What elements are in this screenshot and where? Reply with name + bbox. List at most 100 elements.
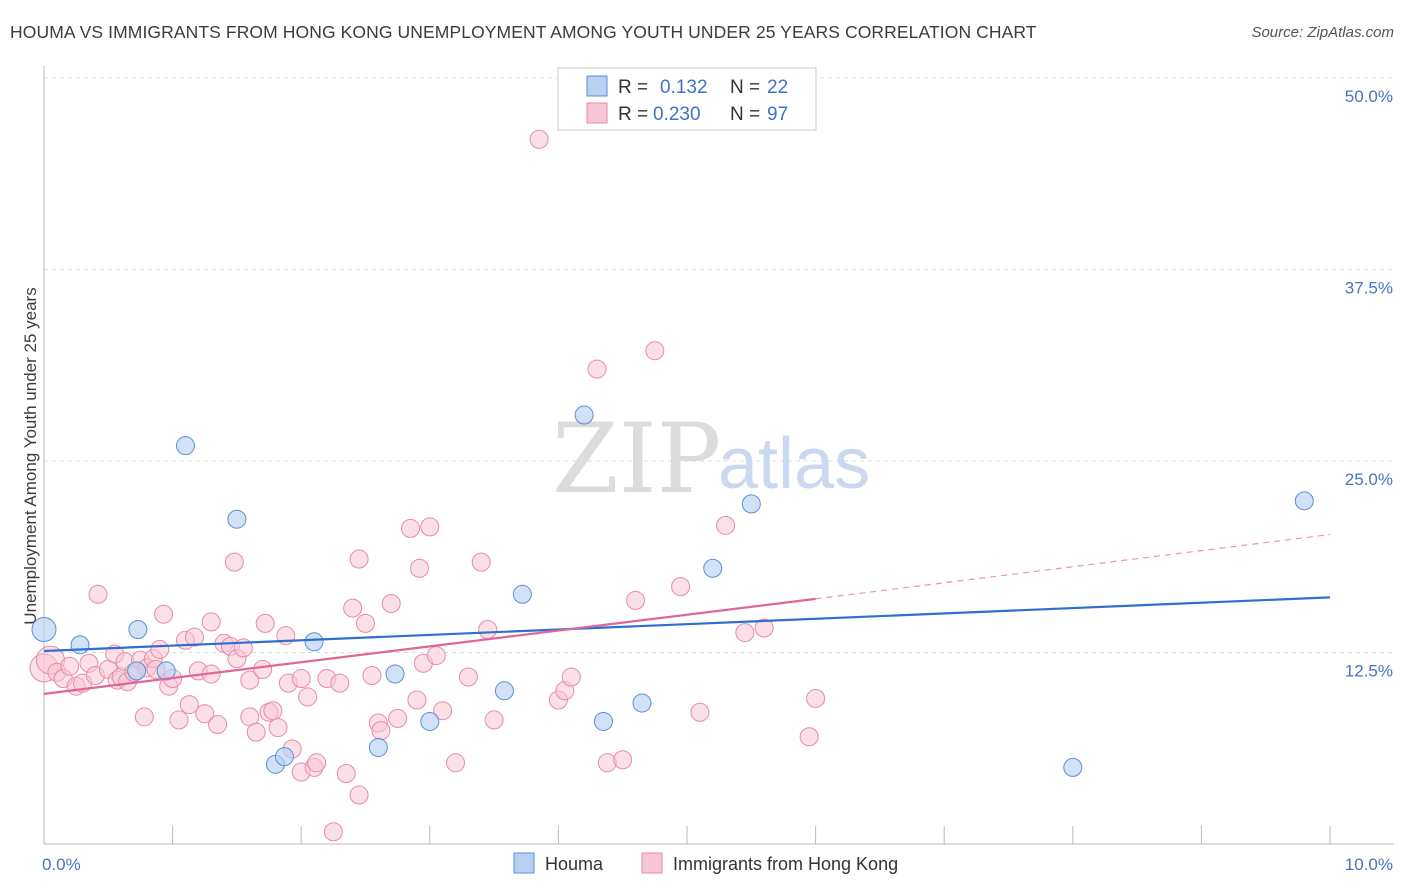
houma-point <box>175 436 195 456</box>
hk-point <box>381 593 401 613</box>
houma-point <box>274 747 294 767</box>
bottom-legend: Houma Immigrants from Hong Kong <box>513 852 898 874</box>
hk-point <box>184 627 204 647</box>
y-tick-label-1: 25.0% <box>1345 470 1393 489</box>
hk-point <box>349 549 369 569</box>
houma-point <box>368 737 388 757</box>
hk-point <box>298 687 318 707</box>
hk-point <box>626 590 646 610</box>
houma-point <box>385 664 405 684</box>
hk-point <box>362 665 382 685</box>
legend-hk-label: Immigrants from Hong Kong <box>673 854 898 874</box>
legend-houma-label: Houma <box>545 854 604 874</box>
hk-point <box>291 669 311 689</box>
x-tick-label-1: 10.0% <box>1345 855 1393 874</box>
hk-point <box>407 690 427 710</box>
houma-point <box>741 494 761 514</box>
hk-point <box>388 708 408 728</box>
source-credit: Source: ZipAtlas.com <box>1251 24 1394 41</box>
hk-point <box>645 341 665 361</box>
hk-point <box>529 129 549 149</box>
hk-point <box>255 613 275 633</box>
houma-point <box>128 620 148 640</box>
hk-point <box>253 659 273 679</box>
stats-houma-n-label: N = <box>730 77 760 98</box>
hk-point <box>597 753 617 773</box>
hk-point <box>268 718 288 738</box>
hk-point <box>195 704 215 724</box>
hk-point <box>671 577 691 597</box>
hk-point <box>263 701 283 721</box>
hk-point <box>806 688 826 708</box>
hk-point <box>799 727 819 747</box>
hk-trend-extension <box>815 533 1331 600</box>
hk-point <box>484 710 504 730</box>
hk-point <box>201 612 221 632</box>
houma-point <box>512 584 532 604</box>
hk-point <box>330 673 350 693</box>
legend-hk-swatch <box>641 852 663 874</box>
hk-point <box>240 670 260 690</box>
houma-point <box>574 405 594 425</box>
trend-lines <box>43 533 1331 695</box>
hk-point <box>458 667 478 687</box>
legend-houma-swatch <box>513 852 535 874</box>
x-tick-labels: 0.0% 10.0% <box>42 855 1393 874</box>
hk-point <box>716 515 736 535</box>
hk-point <box>420 517 440 537</box>
houma-point <box>494 681 514 701</box>
y-tick-labels: 12.5% 25.0% 37.5% 50.0% <box>1345 87 1393 681</box>
hk-point <box>179 695 199 715</box>
hk-point <box>169 710 189 730</box>
houma-point <box>127 661 147 681</box>
watermark: ZIP atlas <box>552 403 870 515</box>
houma-point <box>31 617 57 643</box>
houma-point <box>420 711 440 731</box>
hk-point <box>433 701 453 721</box>
hk-point <box>154 604 174 624</box>
stats-hk-r-value: 0.230 <box>653 104 701 125</box>
hk-point <box>478 620 498 640</box>
stats-legend-box: R = 0.132 N = 22 R = 0.230 N = 97 <box>557 67 817 131</box>
hk-point <box>471 552 491 572</box>
hk-point <box>343 598 363 618</box>
houma-point <box>1294 491 1314 511</box>
hk-point <box>690 702 710 722</box>
hk-point <box>356 613 375 633</box>
stats-hk-swatch <box>586 102 608 124</box>
stats-houma-r-value: 0.132 <box>660 77 708 98</box>
hk-point <box>336 764 356 784</box>
houma-point <box>593 711 613 731</box>
x-tick-label-0: 0.0% <box>42 855 81 874</box>
hk-point <box>426 646 446 666</box>
y-axis-title: Unemployment Among Youth under 25 years <box>21 287 40 624</box>
houma-point <box>632 693 652 713</box>
stats-hk-r-label: R = <box>618 104 648 125</box>
hk-point <box>735 623 755 643</box>
hk-point <box>349 785 369 805</box>
houma-points <box>31 405 1314 777</box>
houma-point <box>1063 757 1083 777</box>
hk-point <box>208 715 228 735</box>
hk-point <box>587 359 607 379</box>
houma-point <box>227 509 247 529</box>
stats-houma-swatch <box>586 75 608 97</box>
stats-hk-n-label: N = <box>730 104 760 125</box>
houma-point <box>703 558 723 578</box>
hk-point <box>307 753 327 773</box>
hk-point <box>323 822 343 842</box>
hk-point <box>561 667 581 687</box>
stats-hk-n-value: 97 <box>767 104 788 125</box>
axes <box>43 66 1394 845</box>
hk-point <box>613 750 633 770</box>
hk-point <box>246 722 266 742</box>
hk-trend-line <box>43 597 816 695</box>
watermark-atlas: atlas <box>718 424 870 504</box>
hk-point <box>410 558 430 578</box>
y-tick-label-2: 37.5% <box>1345 279 1393 298</box>
hk-point <box>60 656 80 676</box>
hk-point <box>88 584 108 604</box>
chart-title: HOUMA VS IMMIGRANTS FROM HONG KONG UNEMP… <box>10 22 1037 42</box>
stats-houma-r-label: R = <box>618 77 648 98</box>
